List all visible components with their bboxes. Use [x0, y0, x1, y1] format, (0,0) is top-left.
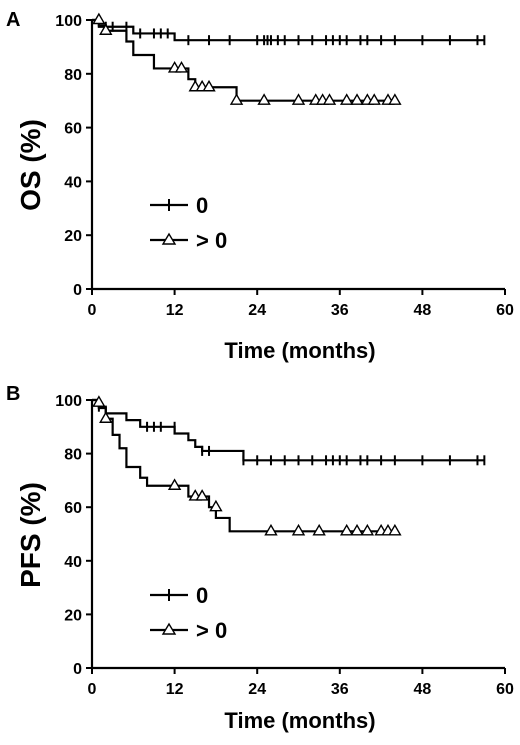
panel-b-group-gt0-censor-mark [350, 523, 364, 536]
panel-a-y-tick-label: 20 [64, 228, 82, 245]
panel-a-group-gt0-censor-mark [322, 93, 337, 105]
panel-a-group-gt0-censor-mark [367, 93, 381, 105]
panel-a-legend-group-gt0-marker [161, 232, 177, 245]
panel-a-group-gt0-censor-mark [339, 93, 354, 105]
panel-a-group-gt0-censor-mark [229, 93, 244, 105]
panel-a-legend: 0> 0 [150, 193, 227, 253]
panel-a-group-gt0-censor-mark [92, 12, 106, 25]
panel-a-group-gt0-censor-mark [388, 93, 402, 105]
panel-b-y-tick-label: 0 [73, 661, 82, 678]
panel-a-group-gt0-censor-mark [291, 93, 306, 105]
panel-b-legend: 0> 0 [150, 583, 227, 643]
panel-b-group-gt0-censor-mark [99, 411, 113, 423]
panel-b-group-gt0-censor-mark [291, 523, 306, 536]
panel-b-group-gt0-censor-mark [339, 523, 354, 536]
panel-b-x-tick-label: 24 [248, 681, 266, 698]
panel-a-x-axis-label: Time (months) [224, 338, 375, 363]
panel-b-group-gt0-censor-mark [92, 395, 106, 407]
panel-a-x-tick-label: 12 [166, 302, 184, 319]
panel-b-group-gt0-censor-mark [360, 523, 375, 536]
panel-a-y-tick-label: 80 [64, 67, 82, 84]
panel-a-group-gt0-censor-mark [202, 79, 216, 92]
panel-b-y-tick-label: 100 [55, 393, 82, 410]
panel-b-legend-group-0-label: 0 [196, 583, 208, 608]
panel-a-group-gt0-censor-mark [99, 23, 113, 35]
panel-b-x-tick-label: 12 [166, 681, 184, 698]
panel-a-group-gt0-survival-curve [92, 18, 395, 102]
panel-a-group-gt0-censor-mark [257, 93, 271, 105]
panel-a-x-tick-label: 48 [414, 302, 432, 319]
panel-b-y-tick-label: 80 [64, 447, 82, 464]
panel-a-x-tick-label: 60 [496, 302, 514, 319]
panel-a-plot-area [92, 12, 486, 105]
panel-a-y-tick-label: 60 [64, 121, 82, 138]
panel-a-legend-group-0-label: 0 [196, 193, 208, 218]
panel-b-plot-area [92, 395, 486, 536]
panel-b-x-tick-label: 0 [88, 681, 97, 698]
panel-a-y-axis-label: OS (%) [15, 119, 46, 211]
panel-b-y-tick-label: 40 [64, 554, 82, 571]
panel-b-group-0-survival-curve [92, 398, 485, 462]
panel-b-legend-group-gt0-label: > 0 [196, 618, 227, 643]
panel-a-letter: A [6, 9, 20, 31]
panel-a-group-gt0-censor-mark [350, 93, 364, 105]
panel-a-x-tick-label: 24 [248, 302, 266, 319]
panel-b-letter: B [6, 383, 20, 405]
panel-b-group-gt0-censor-mark [388, 523, 402, 536]
panel-b-x-tick-label: 48 [414, 681, 432, 698]
panel-b-group-gt0-censor-mark [167, 478, 182, 490]
panel-a-x-tick-label: 0 [88, 302, 97, 319]
panel-b-x-axis-label: Time (months) [224, 708, 375, 733]
panel-b-y-axis-label: PFS (%) [15, 482, 46, 588]
panel-b-group-gt0-censor-mark [209, 499, 223, 512]
panel-a-y-tick-label: 0 [73, 282, 82, 299]
panel-b-group-gt0-censor-mark [312, 523, 326, 536]
panel-b-y-tick-label: 20 [64, 607, 82, 624]
panel-b-pfs-chart: B PFS (%) Time (months) 0 20 40 60 80 100 0 12 2… [6, 383, 514, 733]
panel-a-y-tick-label: 40 [64, 174, 82, 191]
panel-a-x-tick-label: 36 [331, 302, 349, 319]
panel-a-legend-group-gt0-label: > 0 [196, 228, 227, 253]
panel-a-group-gt0-censor-mark [174, 61, 189, 73]
panel-a-group-0-survival-curve [92, 18, 485, 42]
panel-a-y-tick-label: 100 [55, 13, 82, 30]
panel-b-axes: 0 20 40 60 80 100 0 12 24 36 48 60 [55, 393, 514, 698]
panel-b-x-tick-label: 60 [496, 681, 514, 698]
panel-b-y-tick-label: 60 [64, 500, 82, 517]
panel-b-x-tick-label: 36 [331, 681, 349, 698]
panel-b-group-gt0-censor-mark [195, 489, 209, 501]
panel-b-group-gt0-censor-mark [264, 523, 278, 536]
panel-a-axes: 0 20 40 60 80 100 0 12 24 36 48 60 [55, 13, 514, 319]
panel-b-legend-group-gt0-marker [161, 622, 177, 635]
panel-a-os-chart: A OS (%) Time (months) 0 20 40 60 80 100 0 12 24… [6, 9, 514, 363]
